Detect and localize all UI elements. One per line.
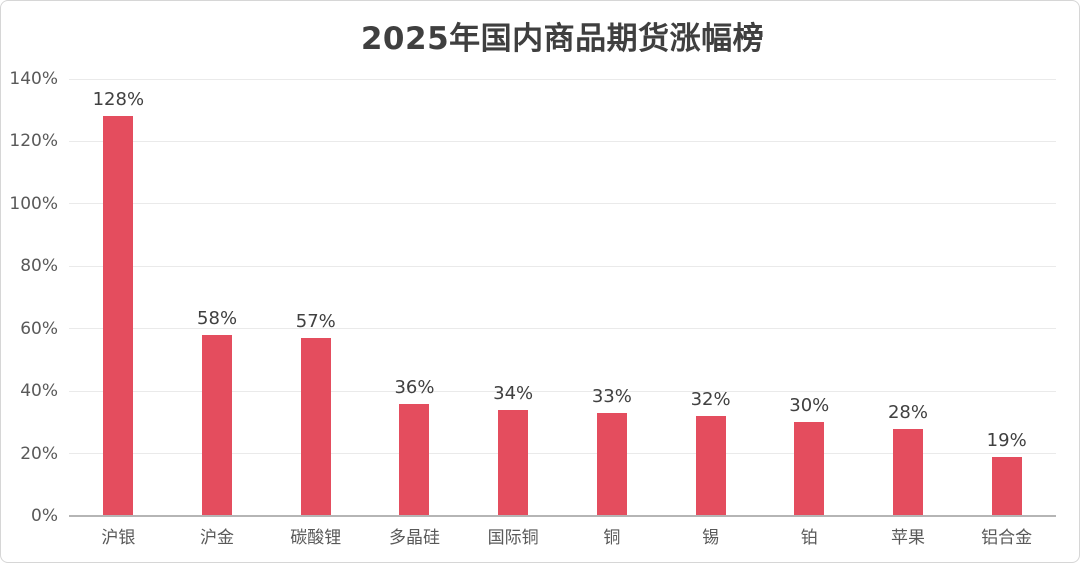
x-axis-labels: 沪银 沪金 碳酸锂 多晶硅 国际铜 铜 锡 铂 苹果 铝合金: [69, 518, 1056, 548]
y-tick-label: 40%: [20, 381, 58, 402]
chart-title: 2025年国内商品期货涨幅榜: [360, 21, 765, 57]
gridline: [69, 140, 1056, 142]
bar: [596, 413, 627, 516]
y-tick-label: 140%: [9, 69, 58, 89]
plot-area: 128% 58% 57% 36% 34% 33% 32% 30% 28% 19%: [69, 78, 1056, 517]
bar-value-label: 128%: [92, 89, 145, 111]
x-tick-label: 锡: [702, 528, 720, 548]
bar-column: 28%: [859, 79, 958, 516]
x-tick-label: 沪金: [200, 528, 235, 548]
bar-value-label: 19%: [986, 429, 1027, 451]
bar: [103, 116, 134, 516]
x-tick-label: 多晶硅: [388, 528, 440, 548]
bar: [892, 428, 923, 516]
bar: [695, 416, 726, 516]
bar-value-label: 32%: [690, 389, 731, 411]
x-axis-line: [69, 515, 1056, 517]
bar-value-label: 57%: [295, 311, 336, 333]
bar: [300, 338, 331, 516]
bar-column: 34%: [464, 79, 563, 516]
bar: [202, 334, 233, 516]
bar-column: 58%: [168, 79, 267, 516]
bar: [498, 409, 529, 516]
gridline: [69, 203, 1056, 205]
bar-column: 32%: [661, 79, 760, 516]
bar: [991, 456, 1022, 516]
gridline: [69, 328, 1056, 330]
y-tick-label: 60%: [20, 318, 58, 339]
y-tick-label: 80%: [20, 256, 58, 277]
y-tick-label: 0%: [31, 506, 58, 526]
x-tick-label: 铜: [603, 528, 621, 548]
bar-column: 57%: [266, 79, 365, 516]
bar-column: 36%: [365, 79, 464, 516]
bar-value-label: 36%: [394, 376, 435, 398]
y-axis-labels: 0% 20% 40% 60% 80% 100% 120% 140%: [1, 70, 58, 525]
gridline: [69, 453, 1056, 455]
bar-value-label: 30%: [789, 395, 830, 417]
y-tick-label: 120%: [9, 131, 58, 152]
bar-value-label: 34%: [493, 382, 534, 404]
x-tick-label: 国际铜: [487, 528, 539, 548]
bar-column: 19%: [957, 79, 1056, 516]
gridline: [69, 78, 1056, 80]
y-tick-label: 100%: [9, 193, 58, 214]
bar-value-label: 33%: [591, 386, 632, 407]
bar-column: 33%: [563, 79, 662, 516]
bar-value-label: 58%: [197, 307, 238, 329]
x-tick-label: 沪银: [101, 528, 136, 548]
y-tick-label: 20%: [20, 443, 58, 464]
bars-container: 128% 58% 57% 36% 34% 33% 32% 30% 28% 19%: [69, 79, 1056, 516]
x-tick-label: 碳酸锂: [290, 528, 342, 548]
bar-column: 30%: [760, 79, 859, 516]
bar: [794, 422, 825, 516]
bar-column: 128%: [69, 79, 168, 516]
x-tick-label: 铂: [800, 528, 818, 548]
gridline: [69, 265, 1056, 267]
bar-value-label: 28%: [887, 401, 928, 423]
bar: [399, 403, 430, 516]
x-tick-label: 铝合金: [981, 528, 1033, 548]
x-tick-label: 苹果: [890, 528, 925, 548]
gridline: [69, 390, 1056, 392]
